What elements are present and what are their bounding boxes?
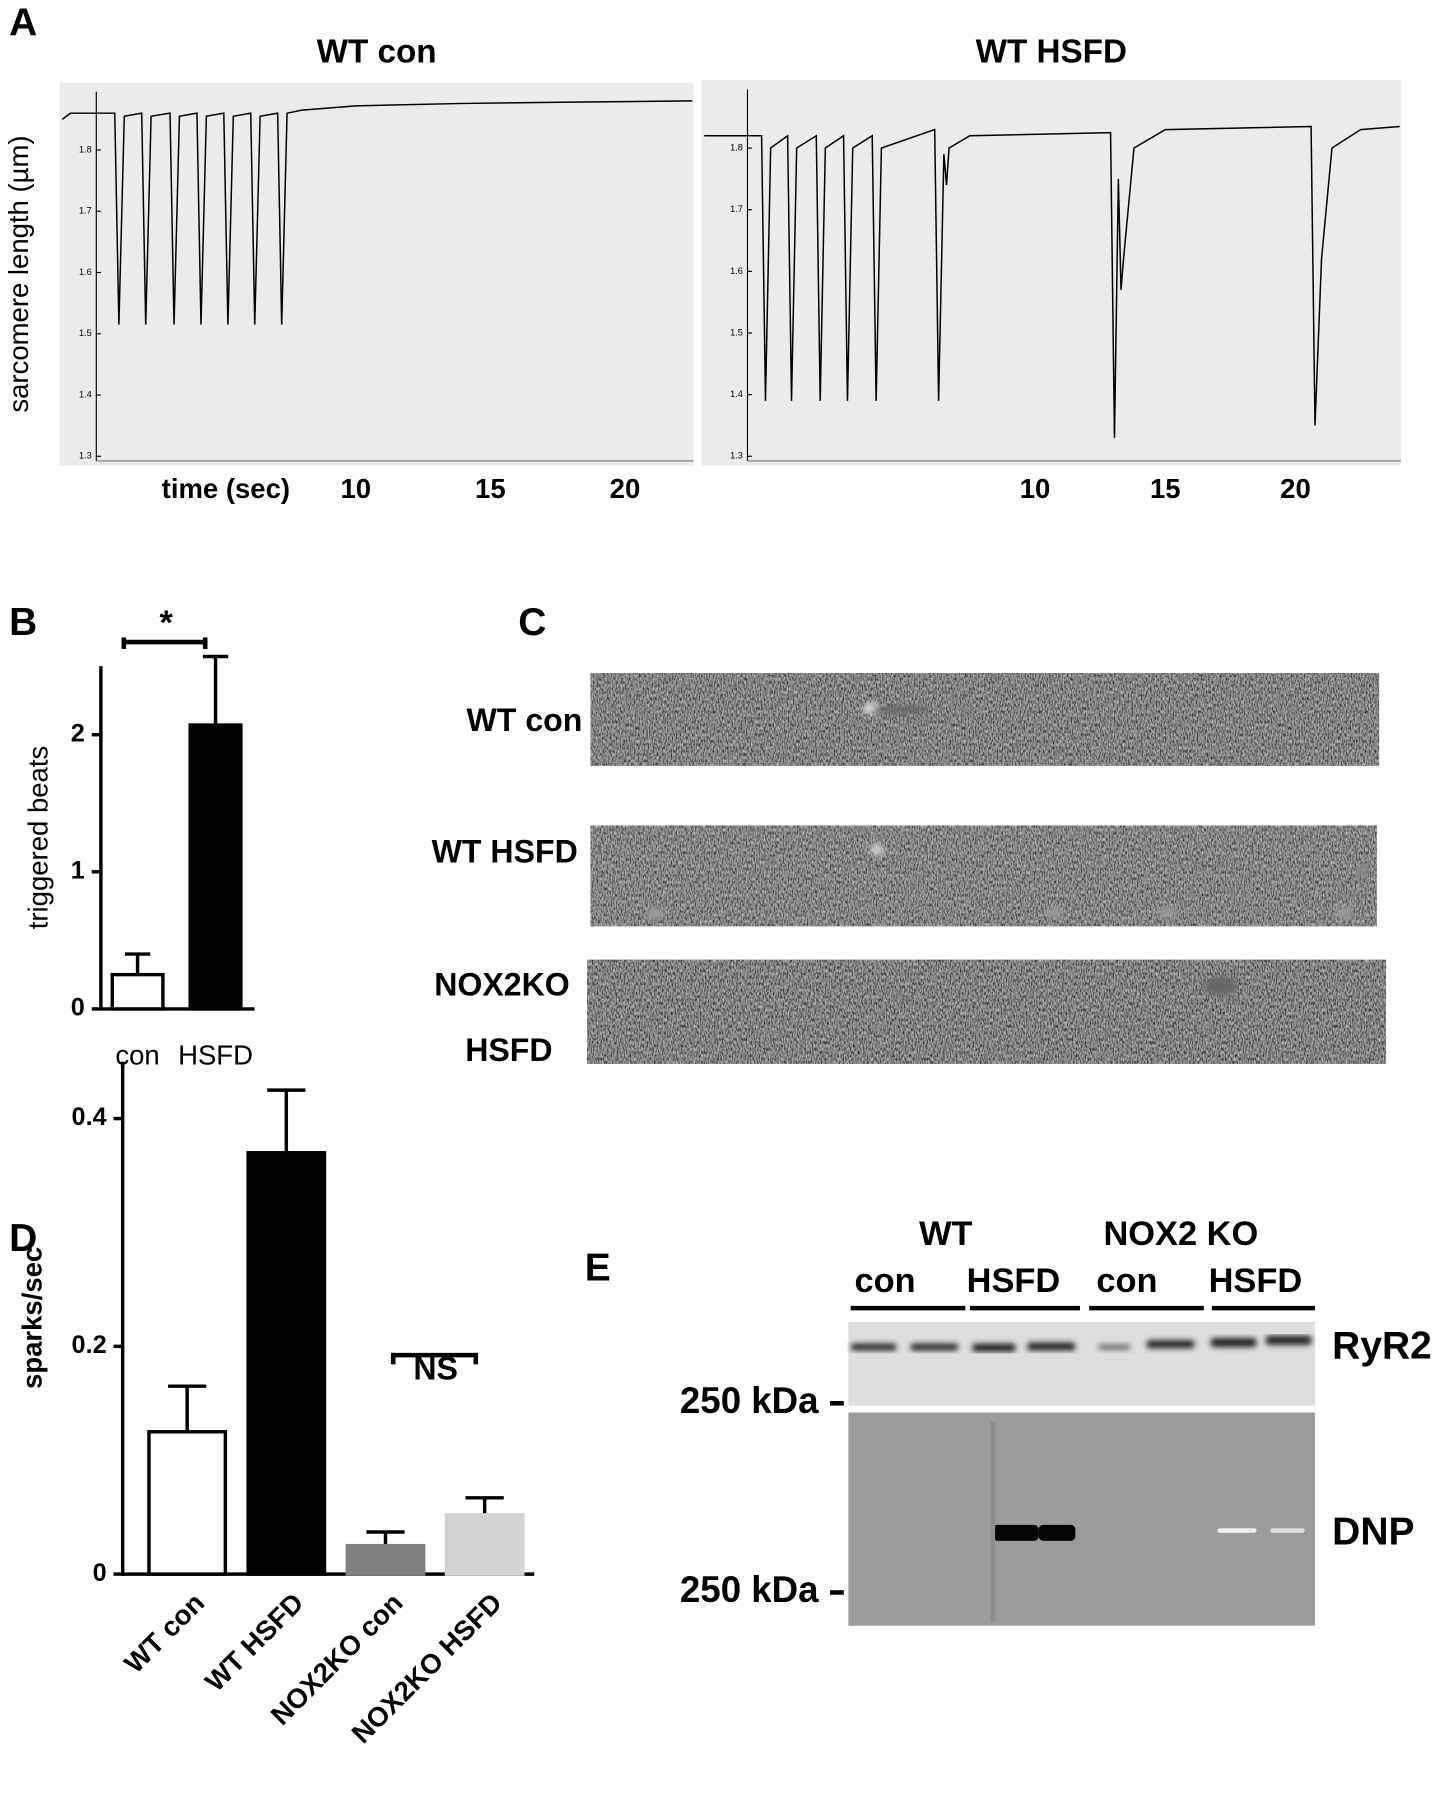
linescan-image bbox=[590, 825, 1377, 927]
blot-label: DNP bbox=[1332, 1510, 1414, 1553]
x-tick-label: 15 bbox=[475, 473, 506, 504]
panel-label: E bbox=[585, 1247, 611, 1290]
y-tick-label: 1.5 bbox=[79, 328, 92, 338]
brackets bbox=[121, 637, 479, 1365]
spark bbox=[1334, 906, 1353, 919]
panel-label: D bbox=[9, 1217, 37, 1260]
trace bbox=[61, 100, 693, 325]
plot-area bbox=[701, 80, 1401, 466]
band bbox=[1270, 1528, 1305, 1533]
panel-label: B bbox=[9, 601, 37, 644]
trace bbox=[704, 125, 1400, 438]
spark bbox=[646, 908, 665, 920]
marker-label: 250 kDa bbox=[680, 1569, 819, 1610]
y-tick-label: 1.5 bbox=[730, 327, 743, 337]
lane-label: HSFD bbox=[1209, 1262, 1303, 1300]
y-axis-label: triggered beats bbox=[22, 746, 53, 929]
spark bbox=[870, 843, 884, 856]
y-tick-label: 1.7 bbox=[730, 204, 743, 214]
y-tick-label: 0 bbox=[93, 1559, 107, 1587]
row-label: NOX2KO bbox=[434, 967, 570, 1003]
annotation: NS bbox=[413, 1351, 458, 1387]
band bbox=[1098, 1344, 1131, 1350]
bar bbox=[110, 972, 165, 1011]
row-label: HSFD bbox=[465, 1032, 552, 1068]
row-label: WT con bbox=[467, 702, 583, 738]
blot-label: RyR2 bbox=[1332, 1325, 1432, 1368]
bar bbox=[444, 1513, 525, 1576]
y-tick-label: 0 bbox=[71, 994, 85, 1022]
linescan-image bbox=[586, 959, 1387, 1064]
lane-label: con bbox=[855, 1262, 916, 1300]
x-tick-label: 15 bbox=[1150, 473, 1181, 504]
annotation: * bbox=[160, 604, 174, 642]
panel-label: C bbox=[518, 601, 546, 644]
blot-ryr2 bbox=[848, 1321, 1315, 1406]
y-axis-label: sparks/sec bbox=[17, 1247, 48, 1389]
y-tick-label: 2 bbox=[71, 719, 85, 747]
y-tick-label: 1.4 bbox=[79, 389, 92, 399]
band bbox=[1027, 1342, 1076, 1351]
y-tick-label: 1.4 bbox=[730, 389, 743, 399]
panel-label: A bbox=[9, 2, 37, 45]
dnp-bands bbox=[990, 1421, 1305, 1623]
y-tick-label: 0.4 bbox=[72, 1103, 107, 1131]
bar bbox=[147, 1430, 228, 1576]
plot-area bbox=[59, 82, 694, 466]
band bbox=[1265, 1335, 1312, 1345]
x-tick-label: 10 bbox=[340, 473, 371, 504]
chart-title: WT HSFD bbox=[976, 34, 1127, 71]
group-label: WT bbox=[919, 1215, 972, 1253]
y-axis-label: sarcomere length (µm) bbox=[3, 135, 34, 412]
spark bbox=[1355, 865, 1369, 878]
blot-dnp bbox=[848, 1412, 1315, 1626]
sparks bbox=[646, 702, 1369, 996]
band bbox=[972, 1343, 1016, 1352]
lane-label: con bbox=[1096, 1262, 1157, 1300]
x-tick-label: HSFD bbox=[178, 1039, 253, 1070]
smear bbox=[990, 1421, 996, 1623]
x-tick-label: 10 bbox=[1020, 473, 1051, 504]
spark bbox=[1046, 906, 1063, 919]
y-tick-label: 1.3 bbox=[79, 451, 92, 461]
bar bbox=[246, 1151, 327, 1576]
y-tick-label: 1.8 bbox=[730, 143, 743, 153]
y-tick-label: 1 bbox=[71, 856, 85, 884]
spark bbox=[1204, 976, 1238, 996]
row-label: WT HSFD bbox=[432, 834, 578, 870]
x-tick-label: 20 bbox=[610, 473, 641, 504]
panel-c: WT con WT HSFD NOX2KO HSFD bbox=[432, 673, 1387, 1068]
ryr2-bands bbox=[850, 1335, 1312, 1352]
marker-label: 250 kDa bbox=[680, 1380, 819, 1421]
y-tick-label: 1.3 bbox=[730, 451, 743, 461]
spark bbox=[870, 706, 930, 714]
bar bbox=[345, 1543, 426, 1576]
lane-label: HSFD bbox=[967, 1262, 1061, 1300]
band bbox=[1210, 1337, 1257, 1348]
y-tick-label: 1.7 bbox=[79, 206, 92, 216]
panel-e: WT NOX2 KO con HSFD con HSFD bbox=[680, 1215, 1432, 1626]
spark bbox=[1157, 906, 1177, 919]
band bbox=[850, 1343, 897, 1351]
y-tick-label: 1.6 bbox=[79, 267, 92, 277]
linescan-image bbox=[590, 673, 1380, 766]
bar bbox=[188, 723, 243, 1011]
y-tick-label: 1.6 bbox=[730, 266, 743, 276]
y-tick-label: 1.8 bbox=[79, 144, 92, 154]
band bbox=[1146, 1340, 1195, 1349]
annotation: * bbox=[279, 1143, 301, 1205]
band bbox=[1038, 1524, 1076, 1541]
band bbox=[992, 1524, 1039, 1541]
y-tick-label: 0.2 bbox=[72, 1331, 107, 1359]
band bbox=[1217, 1528, 1257, 1533]
band bbox=[910, 1343, 959, 1351]
group-label: NOX2 KO bbox=[1103, 1215, 1258, 1253]
x-axis-label: time (sec) bbox=[162, 473, 290, 504]
chart-title: WT con bbox=[317, 34, 437, 71]
x-tick-label: 20 bbox=[1280, 473, 1311, 504]
